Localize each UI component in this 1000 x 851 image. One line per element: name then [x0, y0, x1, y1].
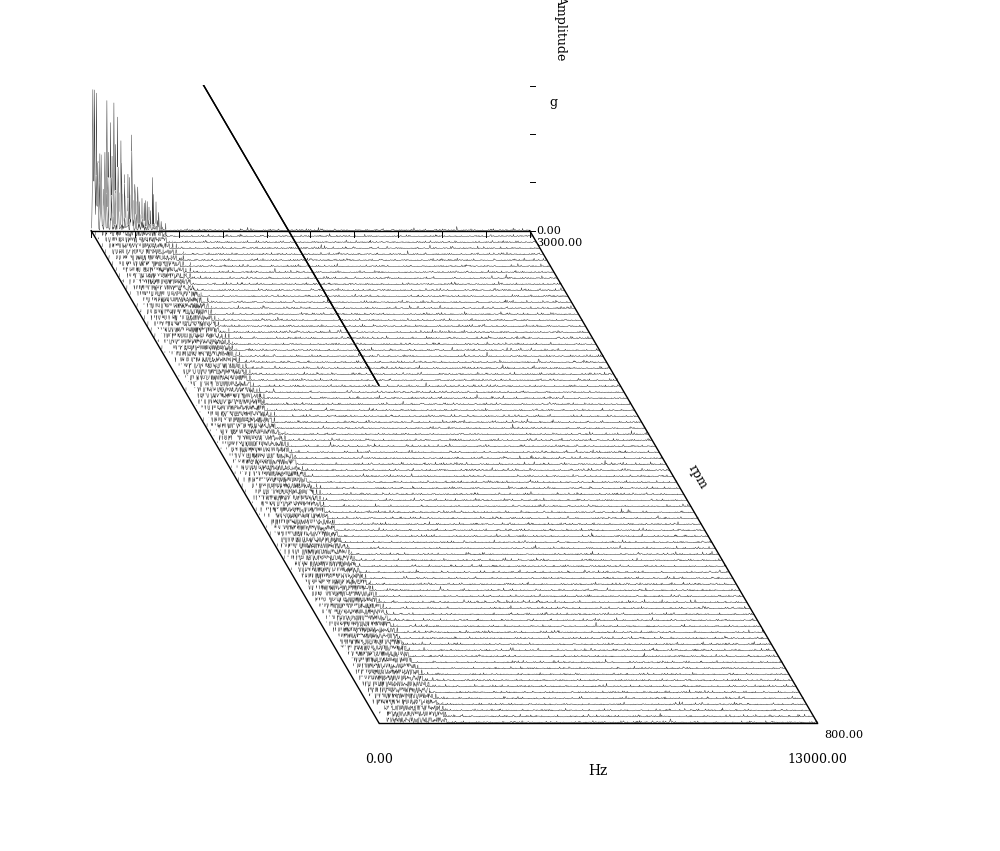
Text: 0.00: 0.00 — [536, 226, 561, 236]
Polygon shape — [123, 174, 561, 285]
Polygon shape — [281, 487, 719, 555]
Polygon shape — [210, 361, 649, 435]
Polygon shape — [232, 350, 670, 471]
Polygon shape — [249, 386, 688, 500]
Polygon shape — [168, 250, 607, 363]
Polygon shape — [284, 472, 723, 561]
Text: Amplitude: Amplitude — [554, 0, 567, 60]
Polygon shape — [147, 207, 586, 327]
Polygon shape — [368, 597, 807, 705]
Polygon shape — [228, 402, 667, 465]
Polygon shape — [182, 273, 621, 386]
Polygon shape — [242, 429, 681, 488]
Polygon shape — [165, 261, 603, 357]
Polygon shape — [225, 359, 663, 459]
Polygon shape — [207, 354, 645, 429]
Polygon shape — [305, 557, 744, 597]
Text: Hz: Hz — [589, 764, 608, 778]
Polygon shape — [291, 496, 730, 573]
Polygon shape — [298, 509, 737, 585]
Polygon shape — [95, 93, 533, 237]
Polygon shape — [221, 357, 660, 453]
Polygon shape — [354, 622, 793, 681]
Polygon shape — [126, 174, 565, 291]
Polygon shape — [175, 313, 614, 374]
Polygon shape — [235, 349, 674, 477]
Text: 0.00: 0.00 — [365, 753, 393, 766]
Polygon shape — [351, 605, 789, 675]
Polygon shape — [340, 555, 779, 657]
Polygon shape — [365, 608, 803, 699]
Polygon shape — [312, 540, 751, 608]
Polygon shape — [144, 201, 582, 321]
Polygon shape — [189, 280, 628, 399]
Polygon shape — [186, 306, 624, 393]
Polygon shape — [326, 543, 765, 633]
Polygon shape — [333, 567, 772, 645]
Polygon shape — [263, 411, 702, 525]
Polygon shape — [172, 291, 610, 368]
Polygon shape — [253, 443, 691, 507]
Polygon shape — [109, 123, 547, 260]
Polygon shape — [130, 135, 568, 297]
Polygon shape — [154, 202, 593, 339]
Polygon shape — [375, 631, 814, 717]
Text: 13000.00: 13000.00 — [787, 753, 847, 766]
Polygon shape — [337, 546, 775, 651]
Text: 3000.00: 3000.00 — [536, 238, 583, 248]
Polygon shape — [316, 570, 754, 614]
Polygon shape — [256, 392, 695, 513]
Polygon shape — [158, 229, 596, 345]
Polygon shape — [200, 293, 638, 417]
Polygon shape — [309, 534, 747, 603]
Polygon shape — [288, 466, 726, 567]
Text: 800.00: 800.00 — [824, 730, 863, 740]
Polygon shape — [330, 540, 768, 639]
Polygon shape — [119, 140, 558, 278]
Polygon shape — [323, 528, 761, 627]
Polygon shape — [116, 117, 554, 272]
Polygon shape — [214, 369, 653, 441]
Polygon shape — [302, 530, 740, 591]
Polygon shape — [295, 488, 733, 579]
Polygon shape — [203, 344, 642, 423]
Polygon shape — [112, 103, 551, 266]
Polygon shape — [379, 618, 817, 722]
Polygon shape — [218, 318, 656, 447]
Polygon shape — [161, 257, 600, 351]
Polygon shape — [102, 181, 540, 248]
Polygon shape — [260, 414, 698, 519]
Polygon shape — [105, 100, 544, 254]
Polygon shape — [137, 202, 575, 309]
Polygon shape — [277, 492, 716, 549]
Polygon shape — [98, 154, 537, 243]
Polygon shape — [151, 178, 589, 333]
Polygon shape — [274, 467, 712, 543]
Polygon shape — [91, 89, 530, 231]
Polygon shape — [140, 198, 579, 315]
Polygon shape — [196, 316, 635, 411]
Polygon shape — [347, 612, 786, 669]
Polygon shape — [179, 260, 617, 380]
Polygon shape — [358, 574, 796, 687]
Polygon shape — [344, 584, 782, 663]
Text: rpm: rpm — [686, 462, 710, 491]
Polygon shape — [133, 202, 572, 303]
Polygon shape — [372, 622, 810, 711]
Text: g: g — [550, 96, 558, 109]
Polygon shape — [267, 457, 705, 531]
Polygon shape — [270, 435, 709, 537]
Polygon shape — [239, 381, 677, 483]
Polygon shape — [361, 598, 800, 693]
Polygon shape — [246, 387, 684, 494]
Polygon shape — [193, 316, 631, 405]
Polygon shape — [319, 534, 758, 621]
